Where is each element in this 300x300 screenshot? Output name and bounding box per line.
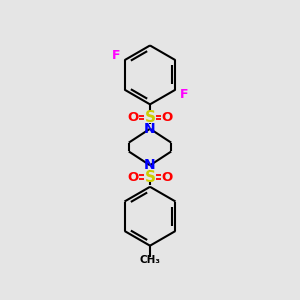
Text: N: N [144, 158, 156, 172]
Text: O: O [127, 171, 139, 184]
Text: O: O [161, 111, 173, 124]
Text: F: F [112, 49, 121, 62]
Text: F: F [179, 88, 188, 101]
Text: O: O [161, 171, 173, 184]
Text: CH₃: CH₃ [140, 255, 160, 266]
Text: S: S [145, 169, 155, 184]
Text: O: O [127, 111, 139, 124]
Text: N: N [144, 122, 156, 136]
Text: S: S [145, 110, 155, 125]
